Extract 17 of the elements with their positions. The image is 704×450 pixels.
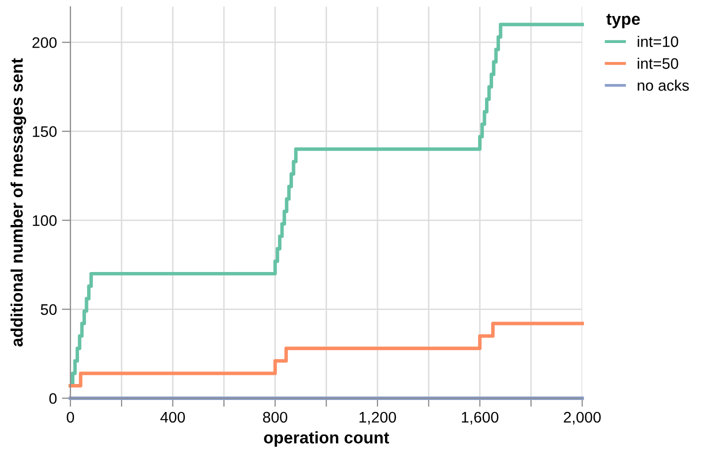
y-tick-label: 200 bbox=[32, 37, 57, 48]
y-axis-title: additional number of messages sent bbox=[10, 58, 26, 346]
x-tick-label: 400 bbox=[160, 412, 185, 423]
x-tick-label: 1,600 bbox=[462, 412, 498, 424]
y-tick-label: 50 bbox=[40, 304, 57, 315]
x-tick-label: 0 bbox=[66, 412, 74, 423]
y-tick-label: 150 bbox=[32, 126, 57, 138]
y-tick-label: 0 bbox=[49, 393, 57, 404]
legend-title: type bbox=[606, 14, 640, 28]
x-tick-label: 2,000 bbox=[564, 412, 601, 424]
legend-label: int=50 bbox=[638, 58, 678, 69]
x-tick-label: 1,200 bbox=[360, 412, 396, 424]
legend-label: int=10 bbox=[638, 36, 678, 48]
x-axis-title: operation count bbox=[264, 431, 390, 447]
legend-label: no acks bbox=[638, 80, 689, 91]
x-tick-label: 800 bbox=[263, 412, 288, 423]
y-tick-label: 100 bbox=[32, 215, 57, 226]
